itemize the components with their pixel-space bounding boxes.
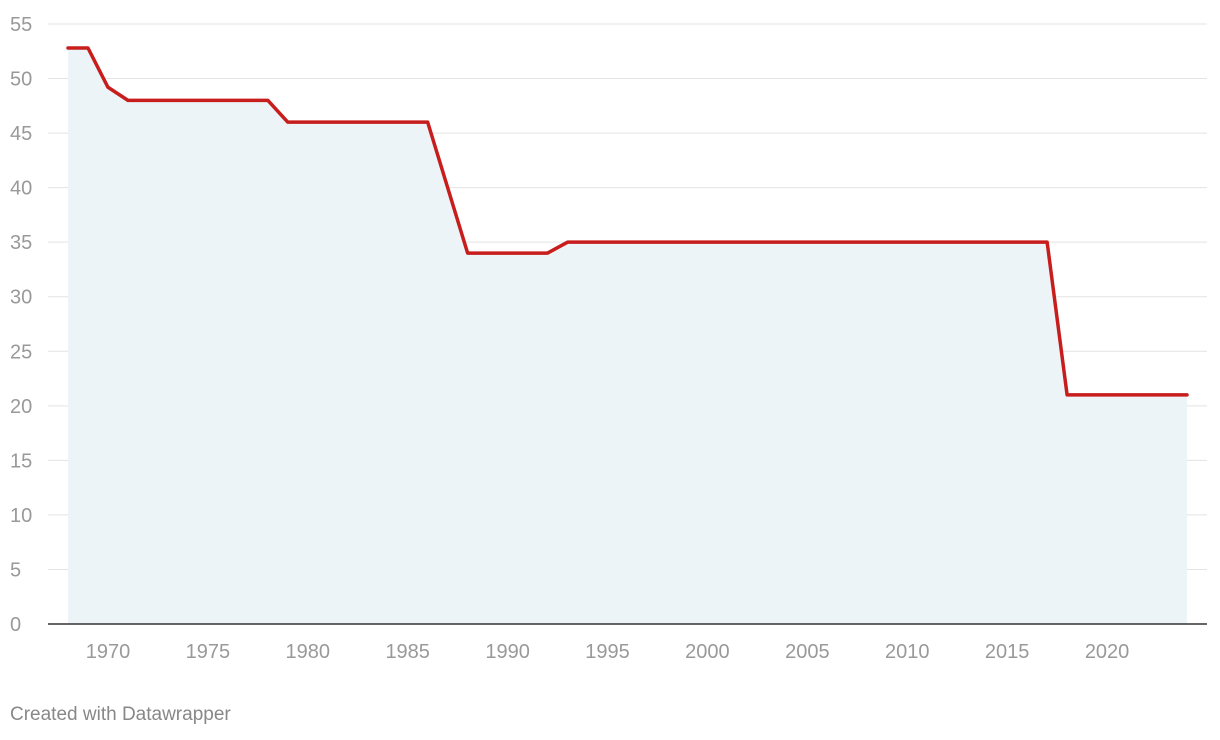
x-tick-label: 2005: [785, 641, 830, 663]
x-tick-label: 2010: [885, 641, 930, 663]
x-tick-label: 2020: [1085, 641, 1130, 663]
x-tick-label: 1995: [585, 641, 630, 663]
x-tick-label: 2000: [685, 641, 730, 663]
x-tick-label: 1975: [186, 641, 231, 663]
x-tick-label: 2015: [985, 641, 1030, 663]
y-axis: 0 5 10 15 20 25 30 35 40 45 50 55: [10, 14, 32, 636]
x-tick-label: 1990: [485, 641, 530, 663]
area-layer: [68, 48, 1187, 624]
series-line: [66, 46, 1189, 397]
y-tick-label: 0: [10, 614, 21, 636]
y-tick-label: 50: [10, 69, 32, 91]
y-tick-label: 5: [10, 559, 21, 581]
y-tick-label: 25: [10, 341, 32, 363]
x-tick-label: 1970: [86, 641, 131, 663]
y-tick-label: 15: [10, 450, 32, 472]
credit-text: Created with Datawrapper: [10, 704, 231, 725]
y-tick-label: 10: [10, 505, 32, 527]
y-tick-label: 40: [10, 178, 32, 200]
y-tick-label: 35: [10, 232, 32, 254]
y-tick-label: 20: [10, 396, 32, 418]
area-fill: [68, 48, 1187, 624]
x-tick-label: 1985: [385, 641, 430, 663]
y-tick-label: 55: [10, 14, 32, 36]
y-tick-label: 45: [10, 123, 32, 145]
line-area-chart: 1970 1975 1980 1985 1990 1995 2000 2005 2010 2015…: [10, 14, 1207, 663]
line-layer: [66, 46, 1189, 397]
y-tick-label: 30: [10, 287, 32, 309]
x-axis: 1970 1975 1980 1985 1990 1995 2000 2005 2010 2015…: [48, 623, 1207, 663]
x-tick-label: 1980: [286, 641, 331, 663]
